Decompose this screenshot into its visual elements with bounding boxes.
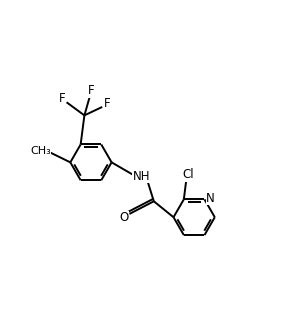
Text: Cl: Cl — [182, 168, 194, 181]
Text: F: F — [104, 97, 110, 110]
Text: N: N — [206, 192, 214, 205]
Text: CH₃: CH₃ — [30, 146, 51, 156]
Text: F: F — [59, 92, 65, 106]
Text: O: O — [119, 211, 128, 224]
Text: F: F — [88, 84, 94, 98]
Text: NH: NH — [132, 170, 150, 183]
